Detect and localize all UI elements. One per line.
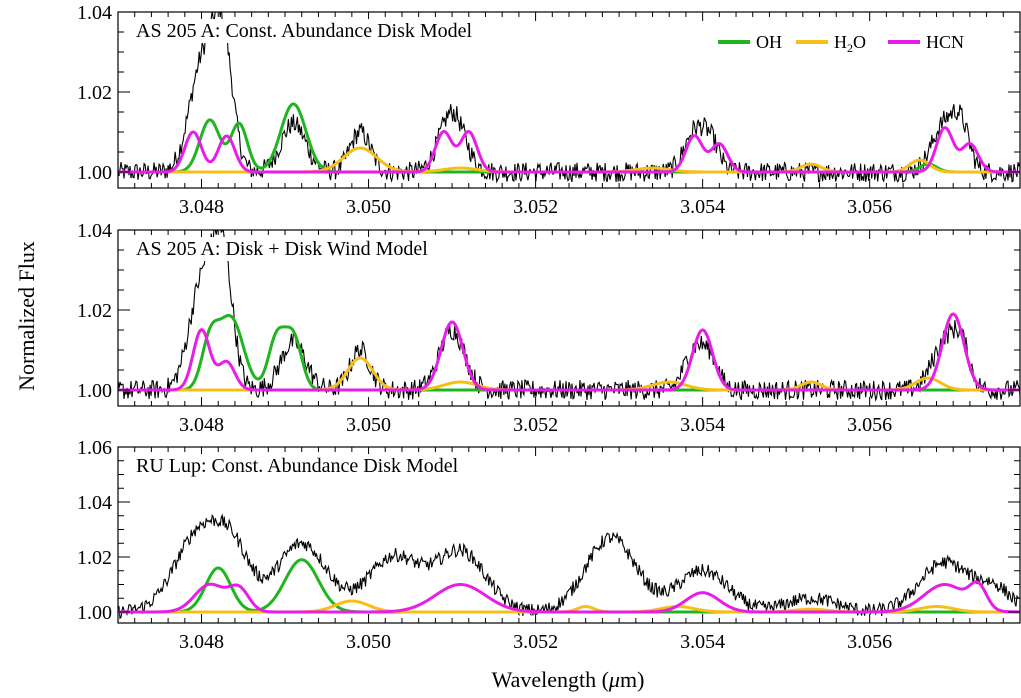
observed-spectrum	[118, 513, 1020, 620]
y-tick-label: 1.00	[77, 162, 112, 184]
x-tick-label: 3.050	[346, 414, 391, 436]
series-oh	[118, 314, 1020, 392]
y-tick-label: 1.02	[77, 82, 112, 104]
legend: OH H2O HCN	[718, 32, 964, 55]
y-tick-label: 1.04	[77, 220, 112, 242]
x-tick-label: 3.048	[179, 196, 224, 218]
y-tick-label: 1.06	[77, 437, 112, 459]
panel-title: AS 205 A: Disk + Disk Wind Model	[136, 238, 428, 260]
observed-spectrum	[118, 230, 1020, 402]
legend-h2o-sub: 2	[847, 41, 853, 55]
x-tick-label: 3.056	[847, 196, 892, 218]
x-tick-label: 3.054	[680, 631, 725, 653]
x-axis-title: Wavelength (μm)	[492, 667, 645, 692]
panel-title-background	[132, 454, 463, 478]
x-tick-label: 3.056	[847, 631, 892, 653]
x-tick-label: 3.052	[513, 631, 558, 653]
series-hcn	[118, 580, 1020, 614]
x-tick-label: 3.056	[847, 414, 892, 436]
panel-title: AS 205 A: Const. Abundance Disk Model	[136, 20, 473, 42]
legend-label-hcn: HCN	[926, 32, 964, 52]
y-axis-title: Normalized Flux	[14, 241, 39, 391]
x-axis-title-main: Wavelength (	[492, 667, 609, 692]
series-hcn	[118, 312, 1020, 392]
x-tick-label: 3.048	[179, 414, 224, 436]
observed-spectrum	[118, 12, 1020, 184]
y-tick-label: 1.04	[77, 2, 112, 24]
panel-title: RU Lup: Const. Abundance Disk Model	[136, 455, 459, 477]
y-tick-label: 1.04	[77, 492, 112, 514]
x-axis-title-unit: m)	[620, 667, 644, 692]
x-tick-label: 3.050	[346, 196, 391, 218]
legend-label-oh: OH	[756, 32, 782, 52]
x-axis-title-mu: μ	[608, 667, 620, 692]
x-tick-label: 3.052	[513, 196, 558, 218]
panel-title-background	[132, 237, 433, 261]
x-tick-label: 3.054	[680, 414, 725, 436]
y-tick-label: 1.02	[77, 547, 112, 569]
series-hcn	[118, 126, 1020, 174]
panel-title-background	[132, 19, 477, 43]
series-oh	[118, 102, 1020, 174]
x-tick-label: 3.052	[513, 414, 558, 436]
legend-label-h2o: H2O	[834, 32, 866, 55]
legend-h2o-tail: O	[853, 32, 866, 52]
panel-3: 3.048 3.050 3.052 3.054 3.056 1.00 1.02 1.04 1.0…	[77, 437, 1021, 653]
panel-2: 3.048 3.050 3.052 3.054 3.056 1.00 1.02 1.04 AS …	[77, 220, 1021, 436]
x-tick-label: 3.050	[346, 631, 391, 653]
legend-h2o-main: H	[834, 32, 847, 52]
y-tick-label: 1.00	[77, 602, 112, 624]
y-tick-label: 1.00	[77, 380, 112, 402]
x-tick-label: 3.054	[680, 196, 725, 218]
panel-1: 3.048 3.050 3.052 3.054 3.056 1.00 1.02 1.04 AS …	[77, 2, 1021, 218]
x-tick-label: 3.048	[179, 631, 224, 653]
y-tick-label: 1.02	[77, 300, 112, 322]
